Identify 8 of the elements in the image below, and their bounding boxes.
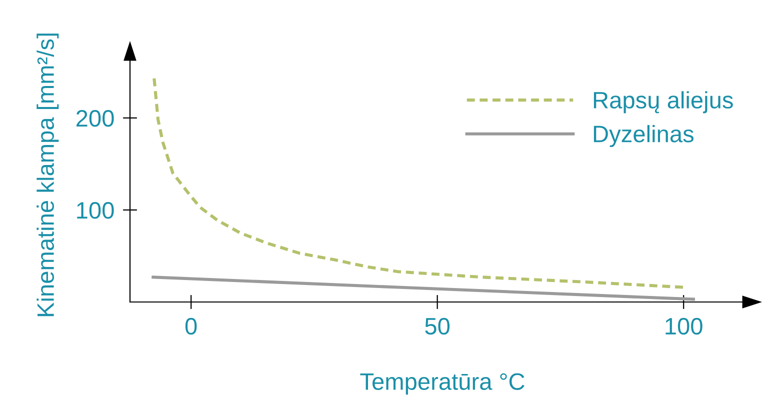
legend-label: Rapsų aliejus <box>594 91 733 114</box>
x-axis-title: Temperatūra °C <box>360 373 524 395</box>
x-tick-label: 50 <box>425 318 450 335</box>
y-axis-title: Kinematinė klampa [mm²/s] <box>36 34 59 316</box>
x-tick-label: 0 <box>185 318 197 335</box>
y-tick-label: 200 <box>76 110 114 127</box>
x-tick-label: 100 <box>666 318 702 335</box>
legend-label: Dyzelinas <box>594 125 694 148</box>
